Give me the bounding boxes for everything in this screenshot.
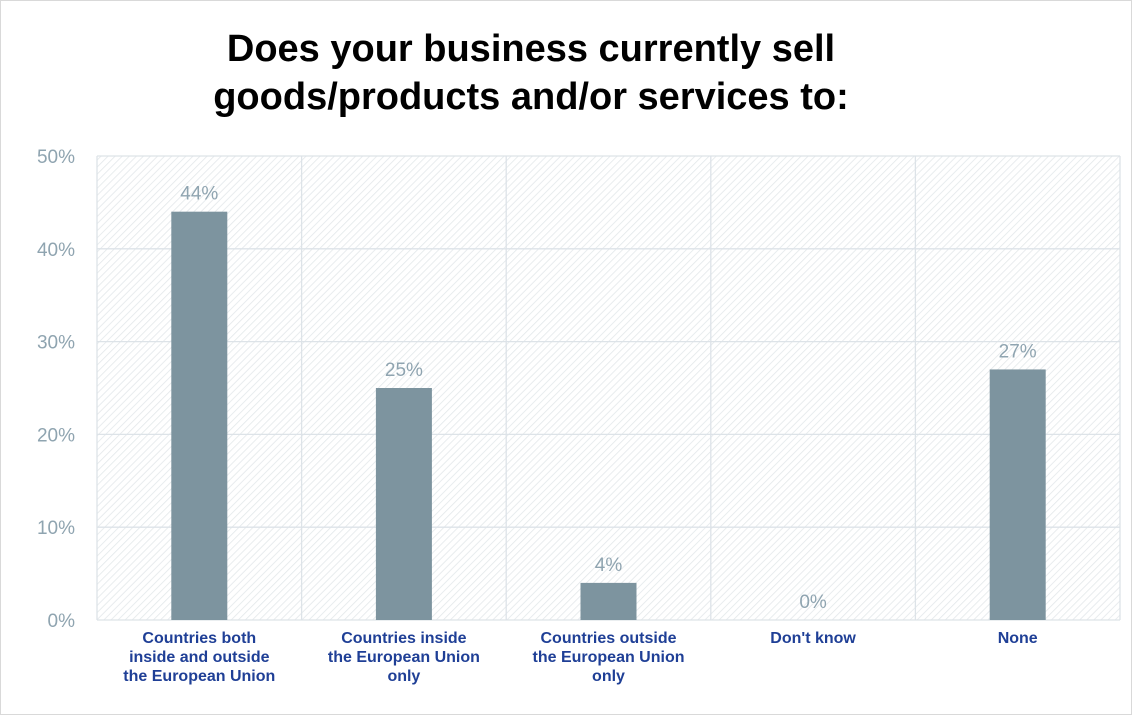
category-label-line: Countries both <box>142 630 257 647</box>
data-label: 44% <box>180 184 218 205</box>
category-label-line: only <box>387 668 421 685</box>
chart-title: Does your business currently sell goods/… <box>213 28 849 118</box>
bar <box>580 582 637 620</box>
gridlines <box>96 155 1121 621</box>
y-tick-label: 0% <box>48 611 76 632</box>
category-label-line: Countries inside <box>341 630 467 647</box>
category-label-line: None <box>997 630 1038 647</box>
data-label: 4% <box>595 555 623 576</box>
category-label: Countries outside the European Union only <box>509 629 709 686</box>
bar <box>989 369 1046 620</box>
category-label-line: the European Union <box>532 649 685 666</box>
bars <box>171 211 1046 620</box>
bar <box>375 388 432 620</box>
category-label: None <box>918 629 1118 648</box>
y-tick-label: 40% <box>37 240 75 261</box>
category-label-line: the European Union <box>123 668 276 685</box>
data-label: 0% <box>799 592 827 613</box>
bar <box>171 211 228 620</box>
category-label: Don't know <box>713 629 913 648</box>
plot-area <box>97 156 1120 620</box>
y-tick-label: 30% <box>37 333 75 354</box>
data-label: 27% <box>999 341 1037 362</box>
data-labels: 44% 25% 4% 0% 27% <box>180 184 1037 613</box>
category-label: Countries both inside and outside the Euro… <box>99 629 299 686</box>
category-label: Countries inside the European Union only <box>304 629 504 686</box>
y-tick-label: 20% <box>37 425 75 446</box>
category-label-line: inside and outside <box>129 649 270 666</box>
plot-background <box>97 156 1120 620</box>
category-label-line: Countries outside <box>540 630 677 647</box>
category-label-line: Don't know <box>770 630 856 647</box>
y-tick-label: 10% <box>37 518 75 539</box>
y-axis: 0% 10% 20% 30% 40% 50% <box>37 147 75 632</box>
category-label-line: only <box>592 668 625 685</box>
y-tick-label: 50% <box>37 147 75 168</box>
category-label-line: the European Union <box>327 649 480 666</box>
data-label: 25% <box>385 360 423 381</box>
